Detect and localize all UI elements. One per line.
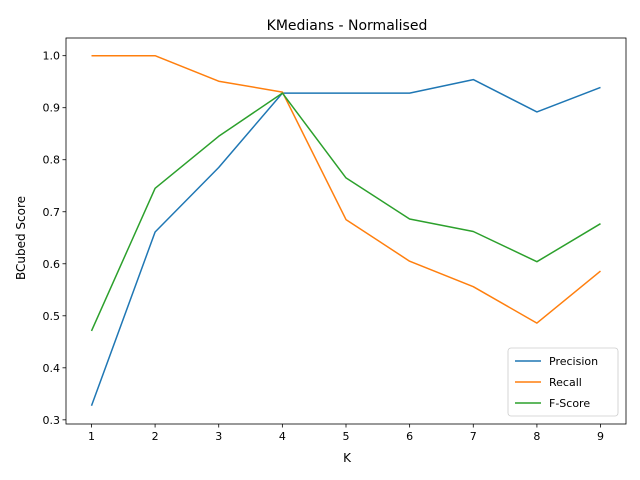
legend-label: Precision xyxy=(549,355,598,368)
y-tick-label: 0.5 xyxy=(43,310,61,323)
plot-area: 1 2 3 4 5 6 7 8 9 0.3 0.4 0.5 0.6 0.7 0.8 0.9 1.0 xyxy=(43,37,627,443)
x-tick-label: 6 xyxy=(406,430,413,443)
y-tick-label: 0.3 xyxy=(43,414,61,427)
x-tick-label: 8 xyxy=(533,430,540,443)
x-axis-label: K xyxy=(343,451,352,465)
y-tick-label: 0.7 xyxy=(43,206,61,219)
x-tick-label: 5 xyxy=(343,430,350,443)
y-tick-label: 0.4 xyxy=(43,362,61,375)
x-tick-label: 1 xyxy=(88,430,95,443)
series-line-recall xyxy=(91,54,601,324)
legend-label: Recall xyxy=(549,376,582,389)
y-tick-label: 0.9 xyxy=(43,102,61,115)
y-axis-label: BCubed Score xyxy=(14,196,28,280)
series-line-f-score xyxy=(90,92,601,332)
legend-label: F-Score xyxy=(549,397,590,410)
y-tick-label: 0.8 xyxy=(43,154,61,167)
x-tick-label: 7 xyxy=(470,430,477,443)
series-line-precision xyxy=(90,78,601,407)
chart-title: KMedians - Normalised xyxy=(267,18,428,34)
x-tick-label: 9 xyxy=(597,430,604,443)
legend-box xyxy=(507,347,619,417)
x-tick-label: 4 xyxy=(279,430,286,443)
y-tick-label: 0.6 xyxy=(43,258,61,271)
x-tick-label: 3 xyxy=(215,430,222,443)
x-tick-label: 2 xyxy=(152,430,159,443)
y-tick-label: 1.0 xyxy=(43,50,61,63)
legend: Precision Recall F-Score xyxy=(507,347,619,417)
